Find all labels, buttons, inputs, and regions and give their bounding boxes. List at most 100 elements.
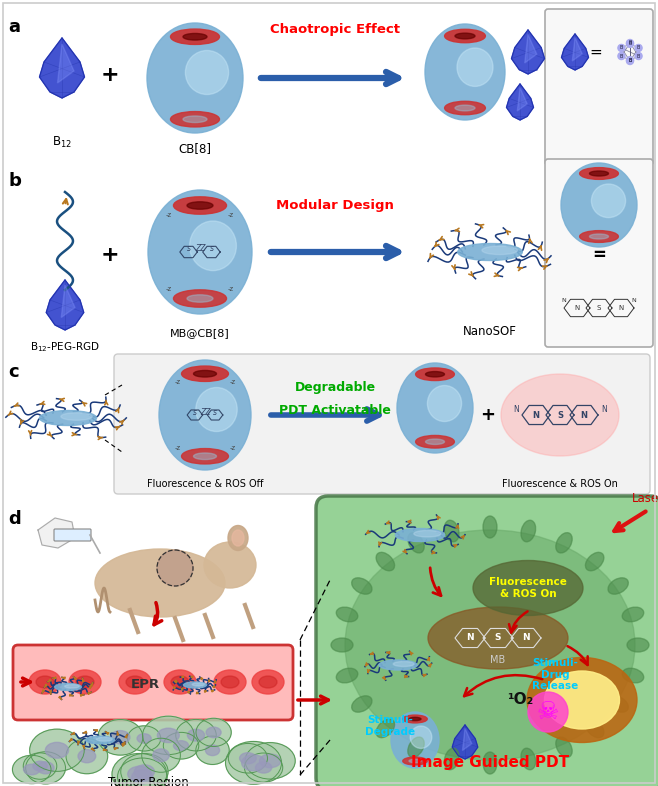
Ellipse shape: [580, 230, 619, 242]
Text: Modular Design: Modular Design: [276, 199, 394, 211]
Ellipse shape: [176, 719, 216, 751]
Ellipse shape: [13, 755, 51, 784]
Ellipse shape: [30, 729, 84, 771]
Text: -z: -z: [166, 211, 172, 218]
Text: s: s: [213, 408, 217, 417]
Ellipse shape: [226, 741, 282, 784]
Text: Image Guided PDT: Image Guided PDT: [411, 755, 569, 769]
Ellipse shape: [590, 171, 609, 176]
Ellipse shape: [483, 516, 497, 538]
Ellipse shape: [627, 638, 649, 652]
Text: NanoSOF: NanoSOF: [463, 325, 517, 338]
Ellipse shape: [482, 246, 517, 255]
Ellipse shape: [245, 743, 295, 779]
Ellipse shape: [241, 755, 265, 771]
Ellipse shape: [228, 526, 248, 550]
Text: N: N: [601, 406, 607, 414]
Ellipse shape: [153, 749, 169, 762]
Text: ZZ: ZZ: [200, 408, 211, 417]
Text: CB[8]: CB[8]: [178, 142, 211, 155]
Text: Fluorescence
& ROS On: Fluorescence & ROS On: [489, 577, 567, 599]
Text: +: +: [101, 245, 119, 265]
Ellipse shape: [118, 758, 167, 786]
Ellipse shape: [259, 754, 281, 768]
Ellipse shape: [561, 163, 637, 247]
Ellipse shape: [78, 750, 95, 762]
Ellipse shape: [458, 244, 522, 260]
FancyBboxPatch shape: [54, 529, 91, 541]
Text: B: B: [620, 46, 623, 50]
Text: N: N: [532, 410, 540, 420]
Ellipse shape: [376, 553, 395, 571]
Ellipse shape: [331, 638, 353, 652]
Ellipse shape: [23, 753, 57, 779]
Polygon shape: [39, 38, 84, 98]
Ellipse shape: [163, 733, 199, 759]
Text: Tumor Region: Tumor Region: [108, 776, 188, 786]
Ellipse shape: [95, 549, 225, 617]
Text: S: S: [495, 634, 501, 642]
Ellipse shape: [391, 712, 439, 768]
Ellipse shape: [76, 676, 94, 688]
Ellipse shape: [26, 751, 66, 784]
Ellipse shape: [416, 368, 455, 380]
FancyBboxPatch shape: [316, 496, 658, 786]
Text: MB@CB[8]: MB@CB[8]: [170, 328, 230, 338]
Text: B: B: [628, 57, 632, 63]
Text: ZZ: ZZ: [195, 244, 205, 253]
Ellipse shape: [190, 221, 236, 270]
Ellipse shape: [64, 685, 80, 688]
Ellipse shape: [132, 769, 153, 784]
Ellipse shape: [410, 726, 432, 748]
Ellipse shape: [379, 660, 417, 670]
Ellipse shape: [445, 29, 486, 42]
Ellipse shape: [159, 360, 251, 470]
Text: a: a: [8, 18, 20, 36]
Text: s: s: [193, 408, 197, 417]
Ellipse shape: [182, 449, 228, 464]
Ellipse shape: [521, 520, 536, 542]
Ellipse shape: [196, 718, 231, 747]
Ellipse shape: [483, 752, 497, 774]
Ellipse shape: [376, 719, 395, 737]
Ellipse shape: [170, 112, 220, 127]
Text: B: B: [628, 58, 632, 64]
Ellipse shape: [98, 719, 143, 755]
Polygon shape: [561, 34, 588, 70]
Ellipse shape: [183, 116, 207, 123]
Ellipse shape: [137, 733, 151, 743]
Polygon shape: [572, 38, 582, 61]
Ellipse shape: [259, 676, 277, 688]
Polygon shape: [517, 87, 527, 111]
Text: +: +: [101, 65, 119, 85]
Text: Fluorescence & ROS On: Fluorescence & ROS On: [502, 479, 618, 489]
Text: ☠: ☠: [537, 700, 559, 724]
Ellipse shape: [174, 196, 226, 214]
Text: N: N: [522, 634, 530, 642]
Ellipse shape: [184, 682, 207, 688]
Text: Stimuli-
Drug
Release: Stimuli- Drug Release: [532, 658, 578, 691]
Ellipse shape: [521, 748, 536, 769]
Text: Stimuli-
Degrade: Stimuli- Degrade: [365, 715, 415, 736]
Circle shape: [635, 53, 642, 60]
Ellipse shape: [128, 766, 151, 782]
Ellipse shape: [86, 736, 114, 744]
Text: Laser: Laser: [632, 492, 658, 505]
Text: PDT Activatable: PDT Activatable: [279, 403, 391, 417]
Text: =: =: [590, 45, 602, 60]
Ellipse shape: [29, 670, 61, 694]
Ellipse shape: [545, 671, 619, 729]
Circle shape: [626, 40, 634, 47]
Ellipse shape: [36, 676, 54, 688]
Circle shape: [618, 45, 625, 51]
Ellipse shape: [141, 738, 180, 773]
Polygon shape: [38, 518, 75, 548]
Ellipse shape: [205, 745, 220, 755]
Ellipse shape: [455, 105, 475, 111]
Ellipse shape: [196, 387, 237, 432]
Circle shape: [626, 39, 634, 46]
Text: -z: -z: [174, 445, 180, 451]
Ellipse shape: [119, 670, 151, 694]
Ellipse shape: [473, 560, 583, 615]
Ellipse shape: [186, 50, 228, 94]
